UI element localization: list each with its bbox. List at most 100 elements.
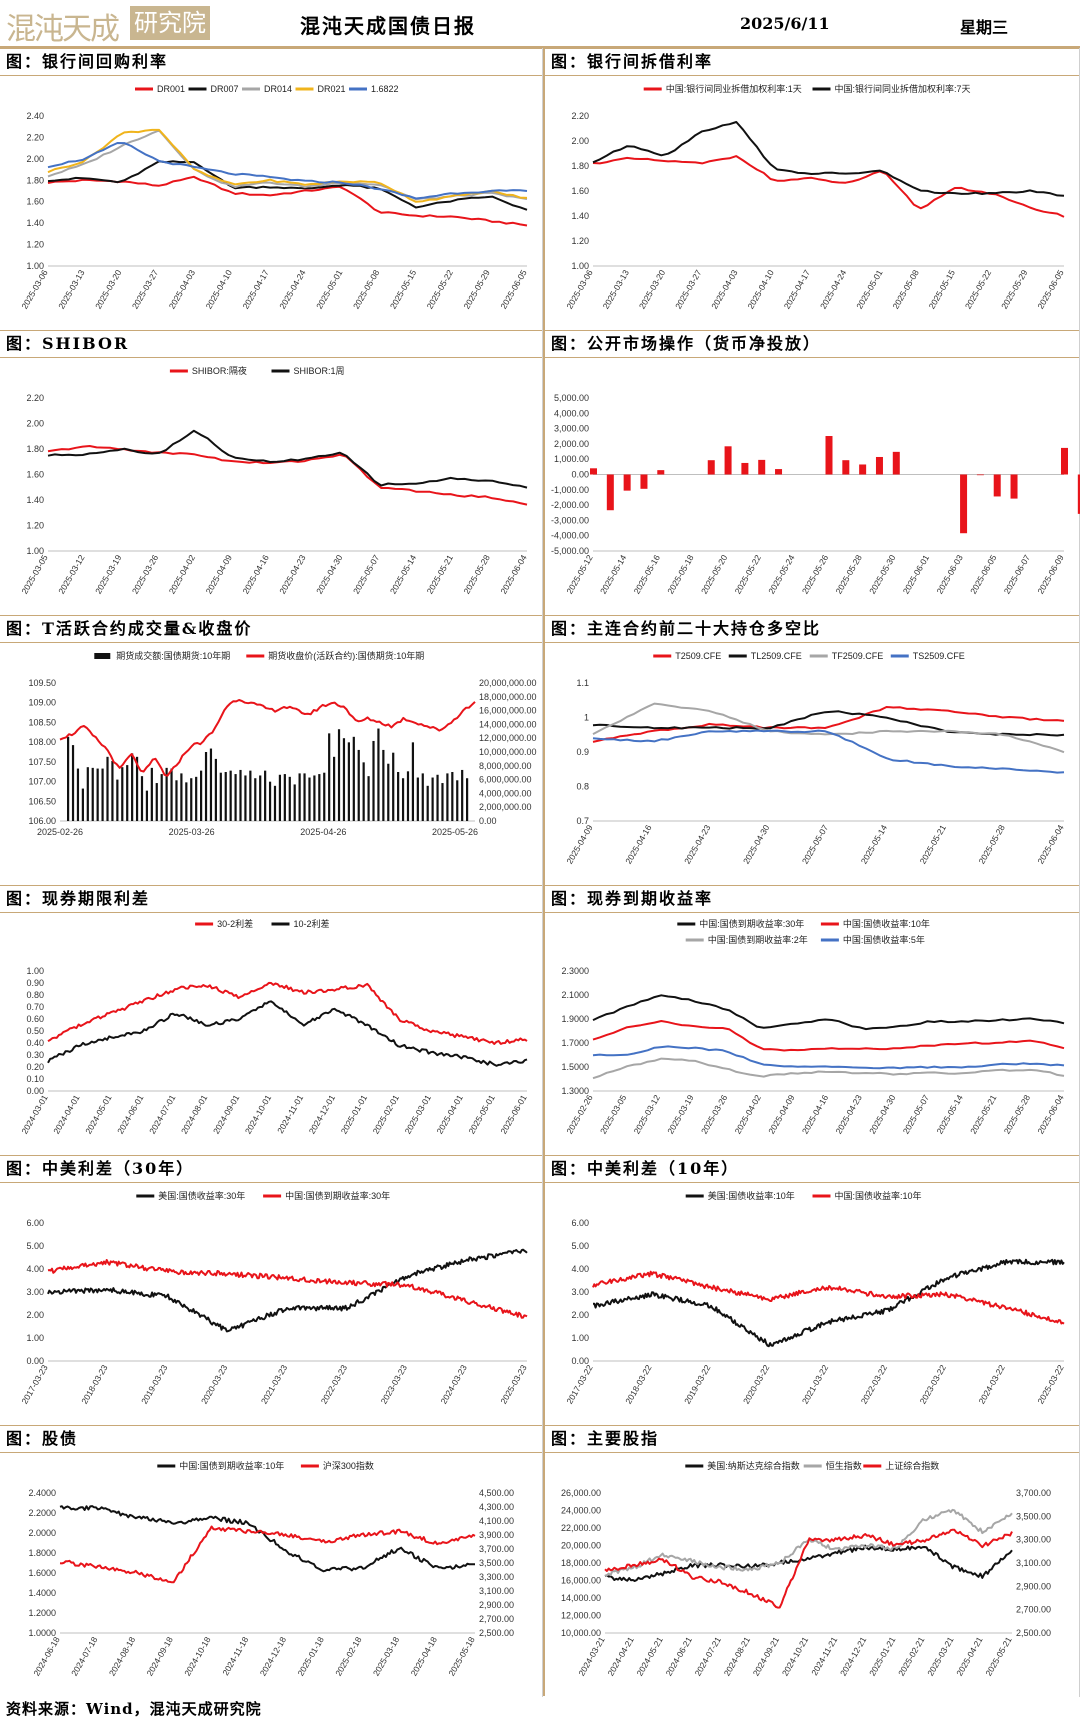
bar [590,468,597,475]
bar [401,778,405,821]
y-tick-label: 4,100.00 [479,1516,514,1526]
bar [640,474,648,489]
x-tick-label: 2025-03-20 [93,268,124,311]
y-tick-label: 3,300.00 [479,1572,514,1582]
panel-title: 图：现券到期收益率 [545,885,1079,913]
x-tick-label: 2024-06-18 [31,1635,62,1678]
legend-label: 期货成交额:国债期货:10年期 [116,650,230,661]
bar [441,783,444,821]
y-tick-label: 18,000.00 [561,1558,601,1568]
y-tick-label: 0.90 [26,978,44,988]
legend-item: SHIBOR:1周 [271,366,345,376]
series-line [593,1258,1065,1348]
y-tick-label: 16,000.00 [561,1576,601,1586]
y-tick-label: 3,300.00 [1016,1535,1051,1545]
x-tick-label: 2025-02-18 [333,1635,364,1678]
bar [960,474,968,534]
bar [264,770,267,821]
y-tick-label: 106.50 [28,796,56,806]
bar [466,778,469,821]
legend-item: DR021 [295,84,346,94]
legend-label: 中国:国债到期收益率:10年 [179,1460,284,1471]
bar [185,782,188,821]
legend-item: 中国:国债到期收益率:10年 [157,1460,284,1471]
y-tick-label: 20,000.00 [561,1541,601,1551]
bar [273,785,277,821]
legend-label: 中国:国债到期收益率:30年 [699,918,804,929]
y-tick-label: 12,000.00 [561,1611,601,1621]
x-tick-label: 2025-04-26 [300,827,346,837]
y-tick-label: -4,000.00 [551,531,589,541]
y-tick-label: 2.40 [26,111,44,121]
legend-item: 中国:国债到期收益率:30年 [263,1190,390,1201]
legend-item: 10-2利差 [271,918,330,929]
x-tick-label: 2018-03-22 [623,1363,654,1406]
y-tick-label: 2.20 [571,111,589,121]
x-tick-label: 2024-07-01 [147,1093,178,1136]
y-tick-label: 18,000,000.00 [479,692,537,702]
x-tick-label: 2025-02-26 [564,1093,595,1136]
y-tick-label: 1.20 [571,236,589,246]
x-tick-label: 2023-03-23 [379,1363,410,1406]
legend-label: 上证综合指数 [885,1460,939,1471]
x-tick-label: 2025-03-20 [637,268,668,311]
bar [170,768,173,821]
report-header: 混沌天成 研究院 混沌天成国债日报 2025/6/11 星期三 [0,0,1080,48]
x-tick-label: 2024-10-18 [182,1635,213,1678]
x-tick-label: 2021-03-23 [259,1363,290,1406]
x-tick-label: 2024-09-21 [751,1635,782,1678]
report-weekday: 星期三 [960,18,1009,37]
x-tick-label: 2021-03-22 [800,1363,831,1406]
legend-item: DR007 [188,84,239,94]
bar [993,474,1001,497]
legend-item: T2509.CFE [653,651,721,661]
y-tick-label: 2.0000 [28,1528,56,1538]
legend-item: 中国:银行间同业拆借加权利率:7天 [812,83,971,94]
y-tick-label: 5.00 [571,1241,589,1251]
x-tick-label: 2025-04-24 [277,268,308,311]
bar [606,474,614,511]
y-tick-label: 4,300.00 [479,1502,514,1512]
y-tick-label: 0.40 [26,1038,44,1048]
bar [224,772,227,821]
x-tick-label: 2025-04-02 [733,1093,764,1136]
series-line [592,1057,1065,1080]
x-tick-label: 2025-03-13 [56,268,87,311]
bar [313,775,316,821]
y-tick-label: -5,000.00 [551,546,589,556]
bar [842,460,850,475]
bar [707,460,715,475]
x-tick-label: 2025-03-12 [56,553,87,596]
bar [657,470,665,475]
chart-panel: 图：中美利差（30年） 美国:国债收益率:30年 中国:国债到期收益率:30年 0.0… [0,1155,543,1425]
x-tick-label: 2025-04-03 [709,268,740,311]
x-tick-label: 2024-05-21 [634,1635,665,1678]
chart-panel: 图：主要股指 美国:纳斯达克综合指数 恒生指数 上证综合指数 10,000.00 12,0… [545,1425,1080,1697]
chart-svg: 期货成交额:国债期货:10年期 期货收盘价(活跃合约):国债期货:10年期 106.… [28,650,537,837]
y-tick-label: 1.9000 [561,1014,589,1024]
series-line [592,1270,1065,1325]
bar [76,768,80,821]
bar [283,774,286,821]
y-tick-label: 10,000,000.00 [479,747,537,757]
bar [1061,447,1068,475]
logo-box: 研究院 [130,6,210,40]
series-line [59,1505,475,1573]
bar [209,748,213,821]
y-tick-label: -1,000.00 [551,485,589,495]
x-tick-label: 2024-12-01 [307,1093,338,1136]
x-tick-label: 2025-05-01 [466,1093,497,1136]
series-line [59,1525,476,1584]
x-tick-label: 2025-03-05 [598,1093,629,1136]
x-tick-label: 2025-03-06 [19,268,50,311]
y-tick-label: 1.0000 [28,1628,56,1638]
bar [372,740,375,821]
x-tick-label: 2025-06-04 [1035,1093,1066,1136]
legend-item: 沪深300指数 [300,1460,374,1471]
bar [91,767,94,821]
y-tick-label: 2.00 [571,1310,589,1320]
bar [446,773,449,821]
y-tick-label: 2,700.00 [1016,1605,1051,1615]
x-tick-label: 2025-05-07 [351,553,382,596]
x-tick-label: 2024-10-01 [243,1093,274,1136]
